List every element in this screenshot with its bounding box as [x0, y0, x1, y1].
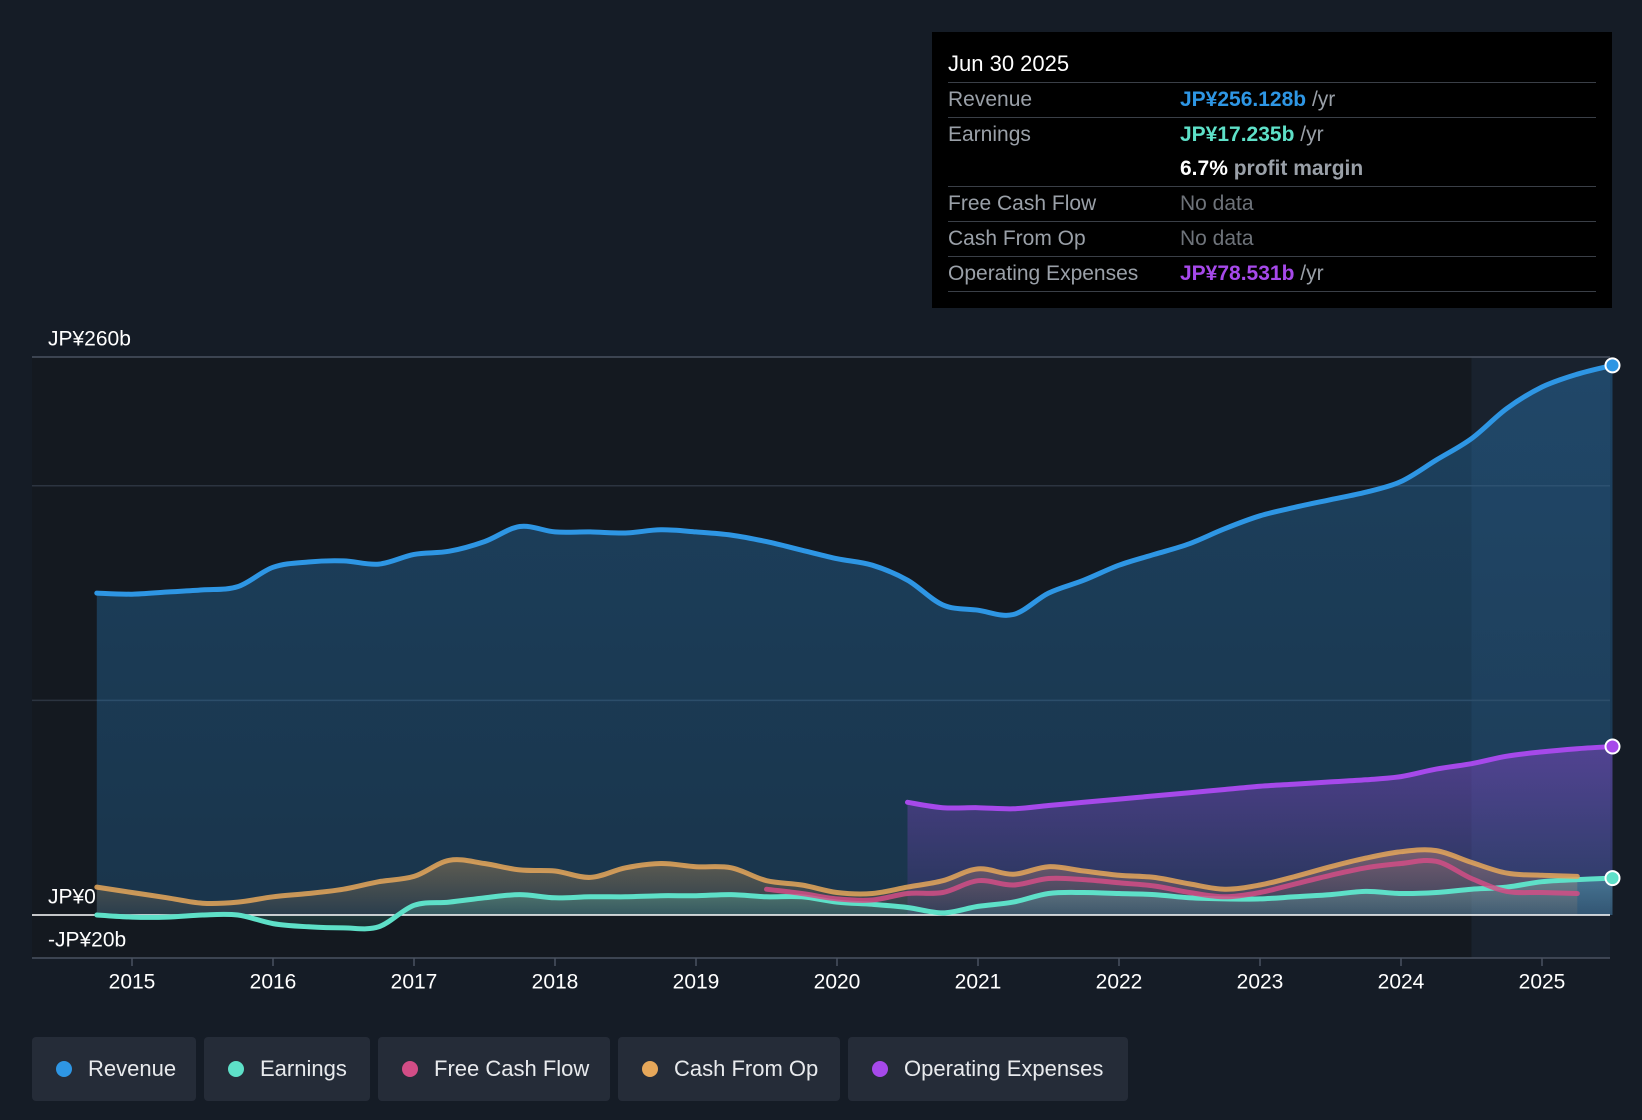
tooltip-suffix: profit margin [1227, 157, 1364, 180]
tooltip-value: 6.7% [1180, 157, 1228, 180]
tooltip-label: Cash From Op [948, 227, 1086, 250]
tooltip-value: JP¥78.531b [1180, 262, 1295, 285]
tooltip-value: No data [1180, 192, 1254, 215]
x-tick-label: 2025 [1519, 971, 1566, 994]
legend-dot-icon [642, 1061, 658, 1077]
legend-label: Free Cash Flow [434, 1056, 590, 1081]
legend-dot-icon [56, 1061, 72, 1077]
y-tick-label: -JP¥20b [48, 929, 126, 952]
series-line-free-cash-flow [764, 857, 1580, 903]
series-line-operating-expenses [905, 744, 1615, 812]
series-end-point-revenue [1604, 357, 1621, 374]
x-tick-label: 2017 [391, 971, 438, 994]
tooltip-label: Earnings [948, 123, 1031, 146]
tooltip-value: JP¥256.128b [1180, 88, 1307, 111]
legend-dot-icon [872, 1061, 888, 1077]
tooltip-row-profit-margin: 6.7% profit margin [948, 152, 1596, 186]
tooltip-suffix: /yr [1294, 123, 1324, 146]
tooltip-row-operating-expenses: Operating Expenses JP¥78.531b /yr [948, 256, 1596, 292]
y-tick-label: JP¥0 [48, 886, 96, 909]
tooltip-label: Free Cash Flow [948, 192, 1097, 215]
legend-label: Operating Expenses [904, 1056, 1104, 1081]
tooltip-panel: Jun 30 2025 Revenue JP¥256.128b /yr Earn… [932, 32, 1612, 308]
series-line-earnings [94, 875, 1615, 932]
series-end-point-earnings [1604, 870, 1621, 887]
tooltip-row-revenue: Revenue JP¥256.128b /yr [948, 82, 1596, 117]
tooltip-row-cash-from-op: Cash From Op No data [948, 221, 1596, 256]
tooltip-value: No data [1180, 227, 1254, 250]
y-tick-label: JP¥260b [48, 328, 131, 351]
legend-dot-icon [228, 1061, 244, 1077]
tooltip-label: Revenue [948, 88, 1033, 111]
x-tick-label: 2020 [814, 971, 861, 994]
series-line-revenue [94, 362, 1615, 618]
legend-item-revenue[interactable]: Revenue [32, 1037, 196, 1101]
x-tick-label: 2018 [532, 971, 579, 994]
legend-label: Revenue [88, 1056, 177, 1081]
x-tick-label: 2023 [1237, 971, 1284, 994]
legend-label: Earnings [260, 1056, 347, 1081]
series-line-cash-from-op [94, 847, 1580, 906]
legend-item-free-cash-flow[interactable]: Free Cash Flow [378, 1037, 610, 1101]
tooltip-row-earnings: Earnings JP¥17.235b /yr [948, 117, 1596, 152]
tooltip-date: Jun 30 2025 [948, 51, 1070, 76]
x-tick-label: 2024 [1378, 971, 1425, 994]
x-tick-label: 2015 [109, 971, 156, 994]
tooltip-label: Operating Expenses [948, 262, 1139, 285]
tooltip-suffix: /yr [1306, 88, 1336, 111]
tooltip-value: JP¥17.235b [1180, 123, 1295, 146]
x-tick-label: 2016 [250, 971, 297, 994]
legend-item-earnings[interactable]: Earnings [204, 1037, 370, 1101]
legend-item-cash-from-op[interactable]: Cash From Op [618, 1037, 840, 1101]
series-end-point-operating-expenses [1604, 738, 1621, 755]
x-tick-label: 2021 [955, 971, 1002, 994]
legend-dot-icon [402, 1061, 418, 1077]
x-tick-label: 2019 [673, 971, 720, 994]
legend-item-operating-expenses[interactable]: Operating Expenses [848, 1037, 1128, 1101]
series-area-revenue [96, 365, 1613, 915]
legend-label: Cash From Op [674, 1056, 819, 1081]
x-tick-label: 2022 [1096, 971, 1143, 994]
tooltip-suffix: /yr [1294, 262, 1324, 285]
tooltip-row-free-cash-flow: Free Cash Flow No data [948, 186, 1596, 221]
